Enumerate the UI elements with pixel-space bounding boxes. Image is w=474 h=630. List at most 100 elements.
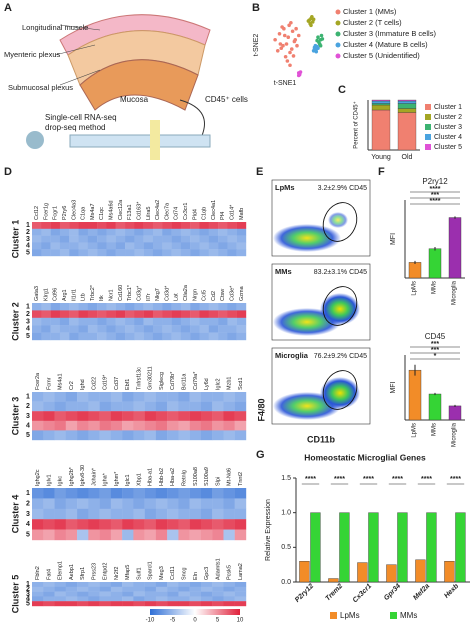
x-tick-label: Old [402,154,413,161]
heat-cell [54,586,66,592]
heat-cell [218,310,228,318]
heat-cell [54,508,66,520]
heat-cell [78,317,89,326]
legend-swatch [335,53,341,59]
gate-label: 3.2±2.9% CD45 [318,185,367,192]
heat-cell [134,325,144,333]
heat-cell [122,582,134,587]
heat-cell [190,325,200,333]
heat-cell [171,317,182,326]
heat-cell [212,411,224,421]
heat-cell [152,242,163,250]
heat-cell [88,601,100,607]
heat-cell [234,519,247,530]
heat-cell [234,601,247,607]
legend-label: Cluster 5 (Unidentified) [343,51,420,60]
heat-cell [212,488,224,499]
heat-cell [218,235,228,243]
heat-cell [59,310,70,318]
heat-cell [87,249,98,257]
heat-cell [223,582,235,587]
heat-cell [133,596,145,602]
gene-label: Nkg7 [155,288,161,301]
gene-label: Mt-Nd6 [227,468,233,486]
gene-label: Scd1 [238,377,244,390]
heat-cell [155,498,168,509]
heat-cell [110,498,123,509]
heat-cell [200,591,213,597]
heat-cell [110,591,123,597]
heat-cell [87,222,98,229]
row-label: 3 [26,511,30,518]
heat-cell [208,332,219,341]
gene-label: Sulf1 [136,567,142,580]
heat-cell [234,591,247,597]
row-label: 3 [26,318,30,325]
heat-cell [88,591,100,597]
gene-label: S100a8 [193,467,199,486]
sig-label: **** [363,476,374,483]
heat-cell [88,508,100,520]
point [287,23,291,28]
heat-cell [144,430,157,441]
bar [310,512,321,583]
heat-cell [97,228,107,236]
heat-cell [77,519,89,530]
bar-segment [397,99,417,102]
leader [54,44,96,56]
heat-cell [32,222,42,229]
heat-cell [152,222,163,229]
label: Submucosal plexus [8,83,73,92]
heat-cell [212,519,224,530]
legend-swatch [425,144,431,150]
heat-cell [167,430,179,441]
heat-cell [78,228,89,236]
heat-cell [234,430,247,441]
heat-cell [115,222,126,229]
heat-cell [171,325,182,333]
heat-cell [144,601,157,607]
cluster-title: Cluster 2 [10,302,20,341]
row-label: 2 [26,311,30,318]
gene-label: Iglc2 [215,378,221,390]
heat-cell [99,519,112,530]
y-tick-label: 0.5 [281,544,291,551]
population-label: Microglia [275,351,309,360]
heat-cell [223,411,235,421]
point [316,46,320,51]
heat-cell [223,498,235,509]
heat-cell [50,332,61,341]
heat-cell [110,488,123,499]
heat-cell [144,519,157,530]
heat-cell [59,249,70,257]
heat-cell [125,242,135,250]
heat-cell [218,317,228,326]
drop-channel [150,120,160,160]
gene-label: Entpd2 [103,563,109,580]
point [291,54,296,58]
heat-cell [32,498,44,509]
y-tick-label: 1.0 [281,510,291,517]
heat-cell [87,228,98,236]
bar-segment [397,100,417,104]
legend-swatch [335,9,341,15]
heat-cell [125,222,135,229]
heat-cell [167,488,179,499]
heat-cell [227,235,237,243]
heat-cell [78,303,89,311]
heat-cell [125,249,135,257]
bar [339,512,350,583]
heat-cell [144,420,157,431]
gene-label: C1qa [81,206,87,220]
heat-cell [234,488,247,499]
heat-cell [32,228,42,236]
heat-cell [199,222,209,229]
heat-cell [208,310,219,318]
heat-cell [143,222,154,229]
heat-cell [78,310,89,318]
heat-cell [110,411,123,421]
gene-label: Retnlg [182,470,188,486]
heat-cell [190,303,200,311]
x-tick-label: Mef2a [412,583,431,602]
heat-cell [122,392,134,402]
